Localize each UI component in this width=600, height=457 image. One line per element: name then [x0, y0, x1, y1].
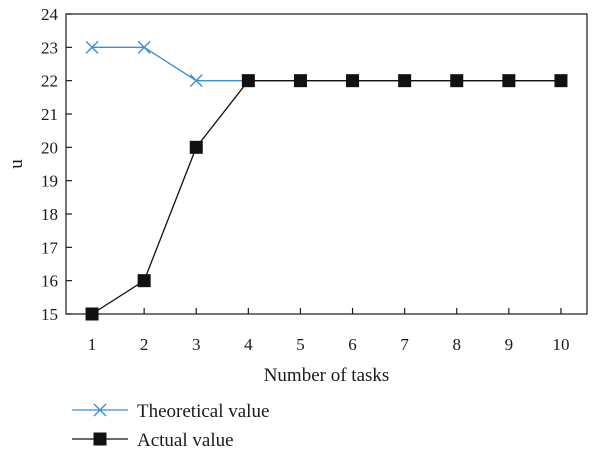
y-tick-label: 24 — [41, 5, 59, 24]
y-tick-label: 19 — [41, 172, 58, 191]
data-point — [293, 74, 307, 88]
y-tick-label: 18 — [41, 205, 58, 224]
y-tick-label: 15 — [41, 305, 58, 324]
x-tick-label: 8 — [453, 335, 462, 354]
data-point — [189, 74, 203, 88]
series-line — [91, 80, 561, 315]
series-group — [85, 40, 568, 321]
data-point — [241, 74, 255, 88]
legend-marker — [93, 432, 107, 446]
y-tick-label: 16 — [41, 272, 58, 291]
x-tick-label: 7 — [400, 335, 409, 354]
x-tick-label: 1 — [88, 335, 97, 354]
x-tick-label: 4 — [244, 335, 253, 354]
data-point — [189, 140, 203, 154]
data-point — [450, 74, 464, 88]
series-1 — [85, 40, 568, 88]
y-tick-label: 17 — [41, 238, 59, 257]
legend-item: Theoretical value — [72, 401, 269, 422]
plot-frame — [65, 13, 588, 315]
y-tick-label: 21 — [41, 105, 58, 124]
x-tick-label: 2 — [140, 335, 149, 354]
legend-label: Actual value — [137, 430, 234, 451]
data-point — [554, 74, 568, 88]
plot-area — [65, 13, 588, 315]
data-point — [398, 74, 412, 88]
legend: Theoretical value Actual value — [72, 401, 269, 451]
y-axis-title: u — [6, 159, 27, 169]
legend-marker — [93, 403, 107, 417]
x-tick-label: 3 — [192, 335, 201, 354]
series-line — [92, 46, 561, 82]
legend-label: Theoretical value — [137, 401, 269, 422]
y-tick-label: 22 — [41, 72, 58, 91]
x-tick-label: 5 — [296, 335, 305, 354]
x-tick-label: 9 — [505, 335, 514, 354]
x-axis-title: Number of tasks — [264, 365, 390, 386]
y-tick-label: 20 — [41, 138, 58, 157]
y-tick-label: 23 — [41, 38, 58, 57]
series-2 — [85, 74, 568, 321]
x-tick-label: 6 — [348, 335, 357, 354]
data-point — [85, 307, 99, 321]
data-point — [502, 74, 516, 88]
data-point — [137, 274, 151, 288]
x-tick-label: 10 — [552, 335, 569, 354]
legend-item: Actual value — [72, 430, 234, 451]
data-point — [85, 40, 99, 54]
data-point — [346, 74, 360, 88]
data-point — [137, 40, 151, 54]
